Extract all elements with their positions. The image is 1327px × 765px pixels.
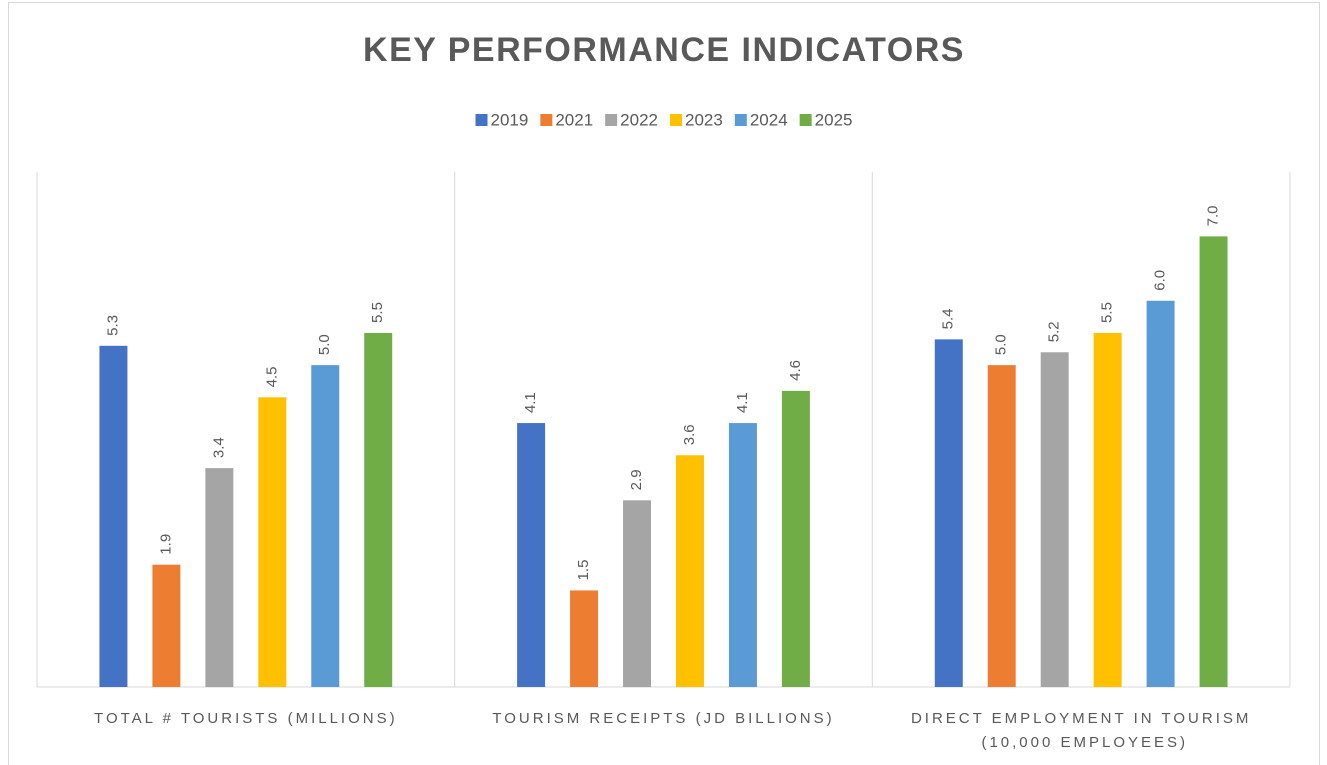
bar — [1093, 332, 1122, 687]
x-tick-label: TOTAL # TOURISTS (MILLIONS) — [94, 710, 398, 727]
data-label: 3.4 — [210, 437, 227, 458]
legend: 2019 2021 2022 2023 2024 2025 — [475, 110, 853, 129]
bar — [934, 339, 963, 687]
legend-swatch — [799, 114, 812, 126]
bar — [1199, 236, 1228, 687]
data-label: 3.6 — [681, 424, 698, 445]
bar — [675, 455, 704, 687]
data-label: 4.5 — [263, 366, 280, 387]
legend-label: 2021 — [555, 110, 593, 129]
legend-label: 2019 — [491, 110, 529, 129]
legend-label: 2022 — [620, 110, 658, 129]
data-label: 5.0 — [316, 334, 333, 355]
bar — [205, 468, 234, 687]
data-label: 6.0 — [1152, 270, 1169, 291]
bar — [258, 397, 287, 687]
bar — [517, 423, 546, 687]
x-tick-label: DIRECT EMPLOYMENT IN TOURISM (10,000 EMP… — [911, 710, 1251, 751]
data-label: 4.6 — [787, 360, 804, 381]
data-label: 4.1 — [522, 392, 539, 413]
data-label: 7.0 — [1205, 206, 1222, 227]
chart-title: KEY PERFORMANCE INDICATORS — [363, 31, 965, 69]
bar — [364, 332, 393, 687]
bar — [987, 365, 1016, 687]
data-label: 5.5 — [369, 302, 386, 323]
x-tick-label: TOURISM RECEIPTS (JD BILLIONS) — [492, 710, 834, 727]
legend-label: 2023 — [685, 110, 723, 129]
legend-swatch — [540, 114, 553, 126]
data-label: 5.3 — [104, 315, 121, 336]
data-label: 5.5 — [1099, 302, 1116, 323]
legend-swatch — [475, 114, 488, 126]
chart-frame — [8, 2, 1320, 765]
bar — [570, 590, 599, 687]
data-label: 2.9 — [628, 469, 645, 490]
data-label: 1.5 — [575, 560, 592, 581]
bar — [1040, 352, 1069, 687]
legend-label: 2024 — [750, 110, 788, 129]
bar — [311, 365, 340, 687]
bar — [152, 564, 181, 687]
legend-swatch — [670, 114, 682, 126]
bar — [781, 390, 810, 687]
bar — [1146, 300, 1175, 687]
data-label: 1.9 — [157, 534, 174, 555]
bar — [623, 500, 652, 687]
data-label: 5.2 — [1046, 321, 1063, 342]
data-label: 5.0 — [993, 334, 1010, 355]
data-label: 5.4 — [940, 309, 957, 330]
legend-swatch — [734, 114, 747, 126]
bar — [99, 345, 128, 687]
legend-swatch — [605, 114, 618, 126]
legend-label: 2025 — [815, 110, 853, 129]
data-label: 4.1 — [734, 392, 751, 413]
bar — [728, 423, 757, 687]
